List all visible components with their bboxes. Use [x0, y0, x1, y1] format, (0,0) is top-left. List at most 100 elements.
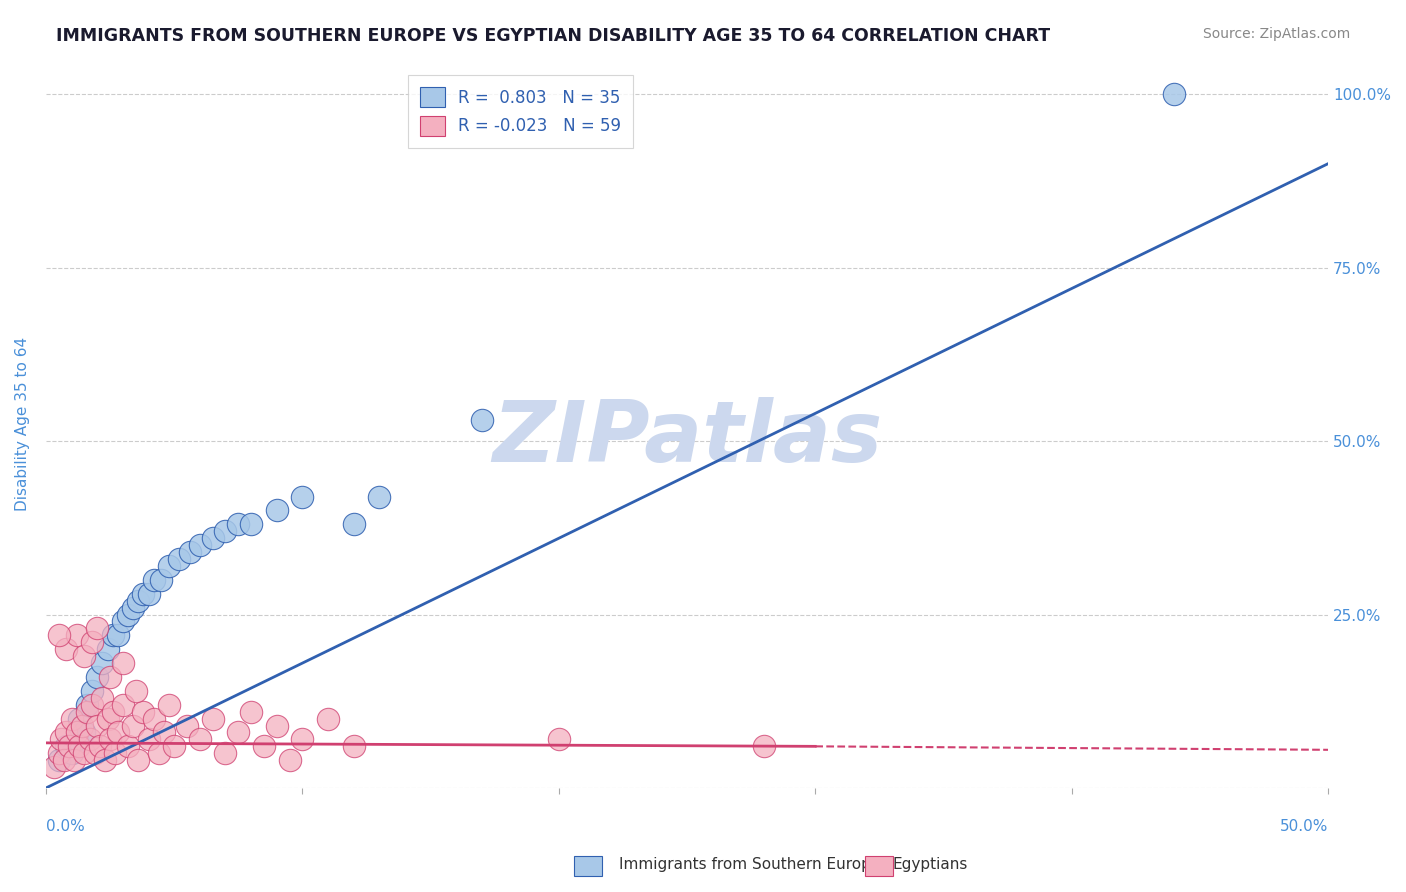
Point — [48, 753, 70, 767]
Point — [142, 573, 165, 587]
Text: IMMIGRANTS FROM SOUTHERN EUROPE VS EGYPTIAN DISABILITY AGE 35 TO 64 CORRELATION : IMMIGRANTS FROM SOUTHERN EUROPE VS EGYPT… — [56, 27, 1050, 45]
Point — [188, 732, 211, 747]
Point — [471, 413, 494, 427]
Point — [148, 746, 170, 760]
Point — [752, 739, 775, 754]
Point — [176, 718, 198, 732]
Point — [138, 732, 160, 747]
Point — [98, 732, 121, 747]
Point — [240, 517, 263, 532]
Point — [55, 642, 77, 657]
Point — [125, 683, 148, 698]
Point — [86, 670, 108, 684]
Point — [104, 746, 127, 760]
Point — [66, 725, 89, 739]
Point — [316, 712, 339, 726]
Point — [82, 698, 104, 712]
Point — [107, 725, 129, 739]
Point — [111, 698, 134, 712]
Point — [163, 739, 186, 754]
Point — [157, 698, 180, 712]
Point — [214, 524, 236, 539]
Point — [60, 746, 83, 760]
Point — [91, 690, 114, 705]
Point — [214, 746, 236, 760]
Text: ZIPatlas: ZIPatlas — [492, 397, 882, 480]
Point — [67, 712, 90, 726]
Point — [278, 753, 301, 767]
Point — [343, 517, 366, 532]
Point — [42, 760, 65, 774]
Point — [201, 531, 224, 545]
Point — [132, 705, 155, 719]
Point — [1163, 87, 1185, 102]
Point — [96, 642, 118, 657]
Point — [82, 635, 104, 649]
Y-axis label: Disability Age 35 to 64: Disability Age 35 to 64 — [15, 336, 30, 511]
Point — [70, 718, 93, 732]
Point — [122, 718, 145, 732]
Point — [107, 628, 129, 642]
Point — [98, 670, 121, 684]
Point — [157, 559, 180, 574]
Point — [169, 552, 191, 566]
Point — [55, 725, 77, 739]
Point — [111, 656, 134, 670]
Point — [101, 705, 124, 719]
Point — [266, 718, 288, 732]
Point — [76, 698, 98, 712]
Point — [51, 732, 73, 747]
Point — [226, 725, 249, 739]
Point — [96, 712, 118, 726]
Point — [547, 732, 569, 747]
Point — [94, 753, 117, 767]
Point — [253, 739, 276, 754]
Point — [83, 746, 105, 760]
Point — [89, 739, 111, 754]
Point — [153, 725, 176, 739]
Point — [179, 545, 201, 559]
Point — [117, 607, 139, 622]
Point — [86, 718, 108, 732]
Point — [73, 649, 96, 664]
Point — [226, 517, 249, 532]
Point — [101, 628, 124, 642]
Point — [73, 746, 96, 760]
Text: Source: ZipAtlas.com: Source: ZipAtlas.com — [1202, 27, 1350, 41]
Legend: R =  0.803   N = 35, R = -0.023   N = 59: R = 0.803 N = 35, R = -0.023 N = 59 — [408, 75, 633, 147]
Point — [73, 725, 96, 739]
Point — [48, 628, 70, 642]
Point — [117, 739, 139, 754]
Text: Egyptians: Egyptians — [893, 857, 969, 872]
Point — [132, 587, 155, 601]
Point — [66, 628, 89, 642]
Point — [368, 490, 391, 504]
Point — [122, 600, 145, 615]
Point — [86, 622, 108, 636]
Point — [91, 656, 114, 670]
Point — [52, 753, 75, 767]
Point — [142, 712, 165, 726]
Point — [150, 573, 173, 587]
Point — [127, 593, 149, 607]
Point — [66, 732, 89, 747]
Point — [127, 753, 149, 767]
Point — [188, 538, 211, 552]
Text: 50.0%: 50.0% — [1279, 819, 1329, 834]
Point — [291, 732, 314, 747]
Point — [111, 615, 134, 629]
Point — [291, 490, 314, 504]
Point — [82, 683, 104, 698]
Point — [55, 739, 77, 754]
Point — [76, 705, 98, 719]
Point — [240, 705, 263, 719]
Point — [201, 712, 224, 726]
Point — [343, 739, 366, 754]
Point — [79, 732, 101, 747]
Point — [266, 503, 288, 517]
Point — [48, 746, 70, 760]
Text: 0.0%: 0.0% — [46, 819, 84, 834]
Point — [60, 712, 83, 726]
Point — [58, 739, 80, 754]
Point — [63, 753, 86, 767]
